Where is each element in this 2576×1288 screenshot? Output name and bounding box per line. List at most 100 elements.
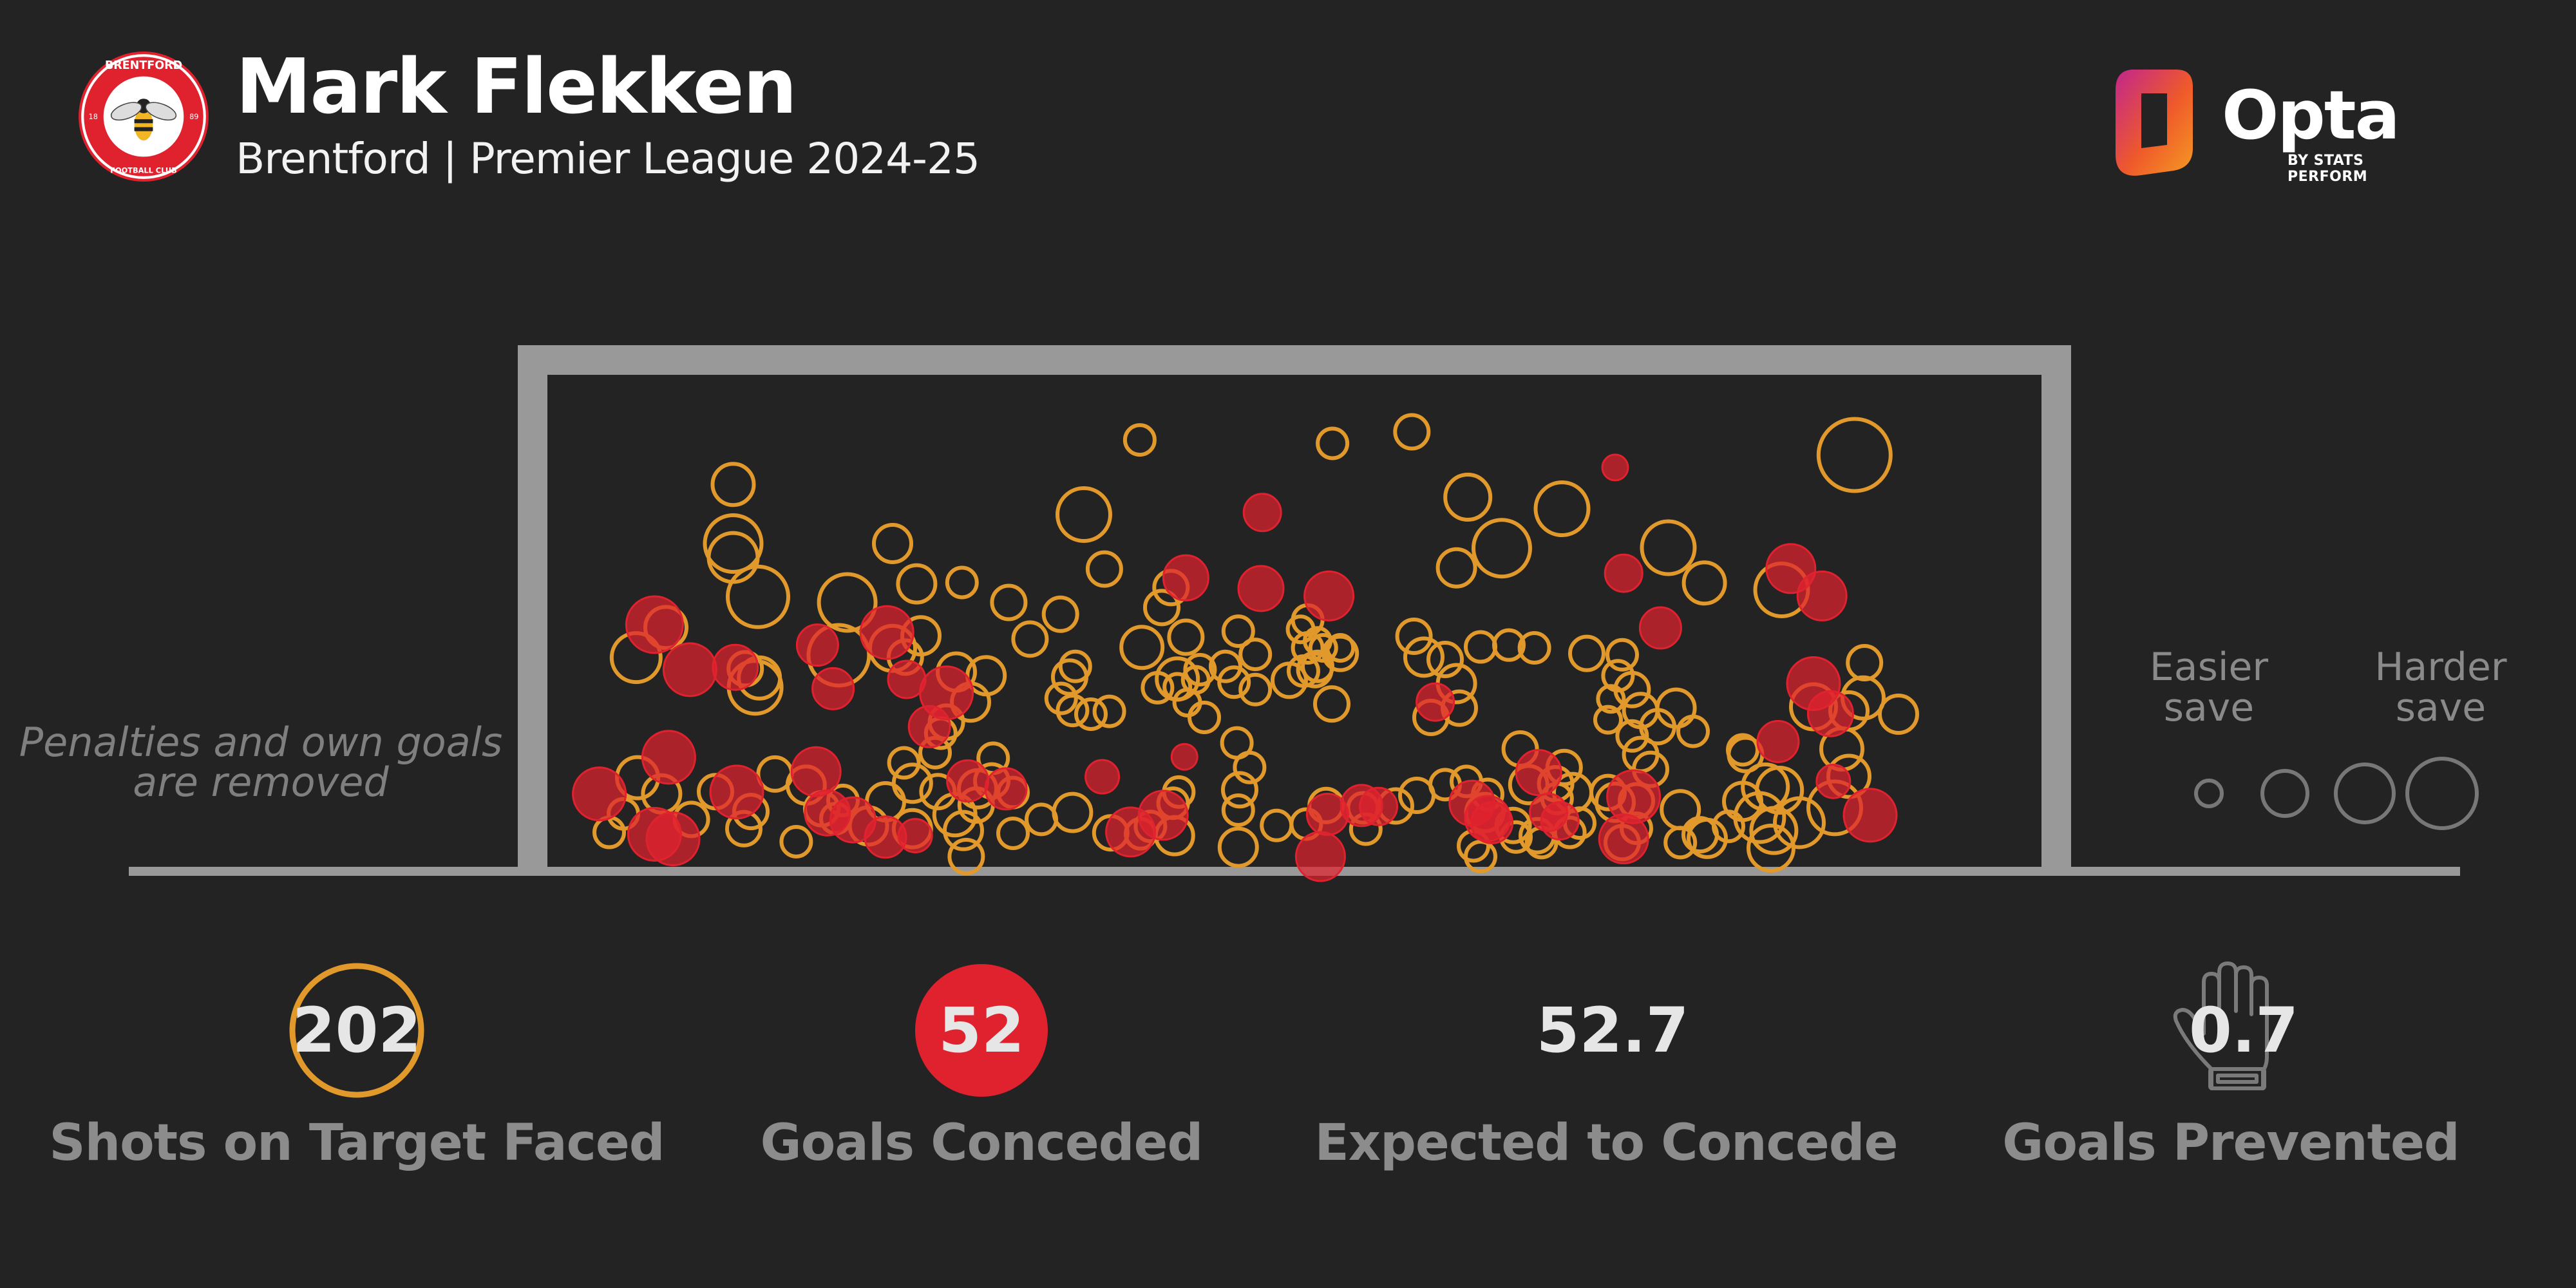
save-shot-marker (1395, 618, 1433, 655)
save-shot-marker (1878, 693, 1919, 735)
page-title: Mark Flekken (236, 42, 797, 131)
opta-byline: BY STATS PERFORM (2287, 153, 2368, 185)
save-shot-marker (1058, 649, 1092, 683)
save-shot-marker (896, 563, 938, 605)
save-shot-marker (1733, 791, 1786, 844)
goal-shot-marker (859, 605, 914, 660)
save-shot-marker (1092, 694, 1126, 728)
save-shot-marker (1162, 672, 1193, 702)
goal-shot-marker (712, 643, 759, 691)
save-shot-marker (1403, 636, 1444, 678)
save-shot-marker (1517, 631, 1551, 665)
save-shot-marker (1613, 670, 1651, 708)
goal-shot-marker (1162, 554, 1209, 601)
save-shot-marker (1122, 423, 1157, 457)
save-shot-marker (1221, 614, 1255, 649)
save-shot-marker (779, 824, 813, 858)
save-shot-marker (1221, 771, 1258, 809)
goal-shot-marker (790, 746, 842, 797)
legend-harder-label: Harder save (2374, 645, 2507, 730)
goal-shot-marker (1294, 831, 1346, 882)
save-shot-marker (1308, 633, 1338, 663)
save-shot-marker (1596, 684, 1626, 714)
goals-value: 52 (938, 994, 1025, 1066)
shots-value: 202 (292, 994, 422, 1066)
save-shot-marker (710, 462, 756, 507)
save-shot-marker (1615, 719, 1649, 753)
save-shot-marker (1681, 816, 1719, 854)
save-shot-marker (1426, 641, 1464, 678)
goal-shot-marker (1416, 682, 1455, 722)
save-shot-marker (1074, 697, 1108, 731)
svg-text:FOOTBALL CLUB: FOOTBALL CLUB (110, 166, 176, 175)
goal-shot-marker (1242, 493, 1282, 533)
save-shot-marker (1217, 826, 1259, 868)
goal-shot-marker (1601, 453, 1629, 482)
save-shot-marker (1676, 714, 1710, 748)
save-shot-marker (1238, 672, 1273, 706)
exclusion-note: Penalties and own goals are removed (19, 719, 503, 806)
save-shot-marker (726, 564, 790, 629)
save-shot-marker (1464, 840, 1497, 873)
save-shot-marker (1393, 413, 1431, 451)
goal-shot-marker (1084, 759, 1121, 795)
save-shot-marker (1773, 796, 1826, 849)
svg-text:BRENTFORD: BRENTFORD (105, 59, 182, 72)
save-shot-marker (1143, 589, 1180, 627)
save-shot-marker (1011, 620, 1049, 658)
goals-label: Goals Conceded (760, 1114, 1204, 1172)
crossbar (518, 345, 2071, 375)
goal-shot-marker (1606, 769, 1662, 824)
save-shot-marker (1209, 649, 1242, 683)
save-shot-marker (1056, 694, 1090, 728)
save-shot-marker (1639, 708, 1676, 746)
save-shot-marker (891, 762, 933, 804)
legend-easier-label: Easier save (2149, 645, 2269, 730)
save-shot-marker (1593, 705, 1623, 735)
save-shot-marker (887, 746, 921, 780)
goal-shot-marker (946, 759, 990, 803)
save-shot-marker (1605, 638, 1639, 672)
shots-label: Shots on Target Faced (49, 1114, 665, 1172)
goal-shot-marker (662, 642, 717, 697)
goal-shot-marker (1137, 790, 1189, 841)
goal-shot-marker (1638, 606, 1682, 650)
save-shot-marker (996, 817, 1030, 850)
save-shot-marker (1846, 644, 1884, 682)
goal-shot-marker (984, 767, 1028, 811)
goal-shot-marker (1842, 788, 1898, 843)
save-shot-marker (1755, 766, 1804, 815)
save-shot-marker (817, 572, 878, 633)
legend-size-circle (2405, 757, 2479, 830)
save-shot-marker (1233, 750, 1267, 784)
save-shot-marker (1747, 824, 1795, 873)
goal-shot-marker (709, 764, 764, 820)
goal-shot-marker (645, 811, 701, 867)
goal-shot-marker (1448, 779, 1496, 827)
save-shot-marker (1816, 417, 1893, 493)
save-shot-marker (1443, 473, 1493, 522)
save-shot-marker (1492, 628, 1526, 662)
legend-size-circle (2260, 769, 2309, 818)
goal-shot-marker (1515, 749, 1562, 797)
goal-shot-marker (1540, 801, 1580, 841)
goal-shot-marker (1806, 690, 1854, 737)
goal-shot-marker (887, 659, 927, 699)
save-shot-marker (1044, 681, 1078, 715)
size-legend (2194, 757, 2479, 830)
save-shot-marker (990, 583, 1028, 621)
save-shot-marker (1056, 486, 1112, 543)
save-shot-marker (1238, 638, 1273, 672)
goal-shot-marker (1303, 570, 1355, 621)
save-shot-marker (1325, 633, 1356, 663)
goal-shot-marker (1815, 763, 1852, 799)
goal-shot-marker (1796, 570, 1848, 621)
goals-layer (572, 453, 1898, 882)
legend-size-circle (2194, 779, 2224, 808)
goal-shot-marker (641, 730, 696, 785)
goal-shot-marker (1237, 565, 1285, 612)
save-shot-marker (1183, 652, 1217, 687)
goal-shot-marker (907, 705, 951, 748)
save-shot-marker (1285, 614, 1316, 645)
save-shot-marker (1141, 670, 1175, 705)
